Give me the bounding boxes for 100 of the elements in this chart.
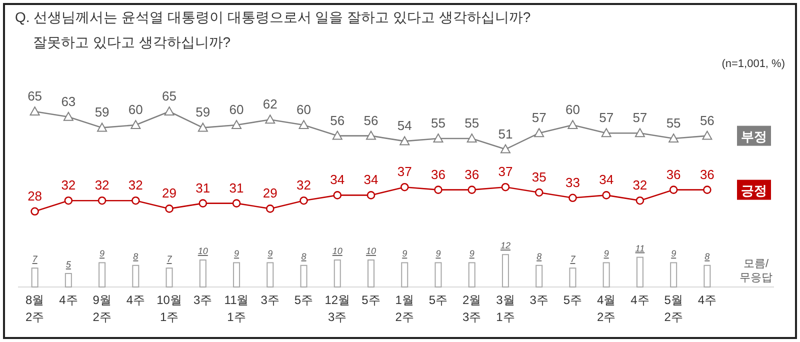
data-label: 9 xyxy=(402,248,408,259)
x-tick-label: 3주 xyxy=(194,293,212,307)
data-label: 57 xyxy=(532,110,546,126)
x-tick-label: 9월 2주 xyxy=(92,293,112,324)
point xyxy=(98,196,106,205)
x-tick-label: 3주 xyxy=(260,293,280,307)
bar xyxy=(368,260,374,288)
x-tick-label: 8월 2주 xyxy=(25,293,44,324)
text: 모름/ 무응답 xyxy=(740,258,772,284)
point xyxy=(703,186,712,194)
x-tick-label: 11월 1주 xyxy=(224,293,249,324)
bar xyxy=(670,262,678,288)
bar xyxy=(233,262,240,288)
data-label: 10 xyxy=(366,246,376,256)
data-label: 7 xyxy=(570,254,576,264)
point xyxy=(300,196,308,205)
text: (n=1,001, %) xyxy=(722,58,785,70)
point xyxy=(433,134,444,142)
x-tick-label: 4주 xyxy=(126,293,146,307)
point xyxy=(165,204,174,213)
data-label: 9 xyxy=(100,248,105,259)
chart-title: Q. 선생님께서는 윤석열 대통령이 대통령으로서 일을 잘하고 있다고 생각하십니까? 잘못하고 있다고 생각하십니까? xyxy=(15,9,531,50)
point xyxy=(636,196,644,205)
x-tick-label: 5주 xyxy=(294,293,314,307)
bar xyxy=(468,262,476,288)
point xyxy=(266,204,274,213)
data-label: 34 xyxy=(599,172,614,188)
x-tick-label: 5주 xyxy=(563,293,582,307)
data-label: 51 xyxy=(498,126,513,142)
data-label: 10 xyxy=(332,246,342,256)
text: 긍정 xyxy=(741,182,767,198)
point xyxy=(232,199,241,208)
point xyxy=(164,106,174,116)
point xyxy=(265,114,276,124)
point xyxy=(366,130,376,140)
x-tick-label: 4주 xyxy=(630,293,650,307)
x-tick-label: 4주 xyxy=(698,293,717,307)
point xyxy=(130,120,141,129)
x-tick-label: 2월 3주 xyxy=(462,293,482,324)
data-label: 55 xyxy=(431,116,446,130)
data-label: 65 xyxy=(162,88,177,104)
data-label: 36 xyxy=(666,166,681,182)
bar xyxy=(300,264,308,288)
data-label: 60 xyxy=(296,102,311,117)
point xyxy=(97,122,108,132)
point xyxy=(468,186,476,194)
data-label: 32 xyxy=(61,178,76,193)
x-tick-label: 3주 xyxy=(530,293,548,307)
data-label: 32 xyxy=(94,178,110,193)
bar xyxy=(64,273,72,288)
data-label: 9 xyxy=(268,248,273,259)
bar xyxy=(536,264,543,288)
point xyxy=(568,120,578,129)
data-label: 65 xyxy=(28,88,42,104)
x-tick-label: 5주 xyxy=(362,293,380,307)
point xyxy=(602,191,610,200)
point xyxy=(63,112,74,121)
point xyxy=(400,136,410,146)
bar xyxy=(98,262,106,288)
data-label: 8 xyxy=(301,251,306,262)
data-label: 8 xyxy=(133,251,138,262)
bar xyxy=(502,254,509,288)
data-label: 10 xyxy=(198,246,208,256)
bar xyxy=(704,264,711,288)
data-label: 28 xyxy=(28,188,42,204)
point xyxy=(366,191,376,200)
point xyxy=(198,199,208,208)
point xyxy=(668,134,679,142)
point xyxy=(30,106,40,116)
data-label: 62 xyxy=(262,96,278,112)
point xyxy=(434,186,442,194)
bar xyxy=(166,268,173,288)
bar xyxy=(334,260,341,288)
x-tick-label: 5주 xyxy=(428,293,448,307)
data-label: 9 xyxy=(436,248,441,259)
bar xyxy=(199,260,206,288)
data-label: 63 xyxy=(61,94,76,109)
point xyxy=(466,134,477,142)
data-label: 9 xyxy=(234,248,240,259)
x-tick-label: 3월 1주 xyxy=(496,293,515,324)
x-tick-label: 10월 1주 xyxy=(156,293,182,324)
point xyxy=(534,128,544,138)
data-label: 59 xyxy=(196,104,210,120)
data-label: 9 xyxy=(604,248,609,259)
data-label: 8 xyxy=(704,251,710,262)
data-label: 59 xyxy=(94,104,110,120)
x-tick-label: 12월 3주 xyxy=(324,293,350,324)
point xyxy=(332,130,342,140)
data-label: 12 xyxy=(500,240,510,251)
data-label: 37 xyxy=(498,164,513,180)
data-label: 57 xyxy=(632,110,648,126)
point xyxy=(132,196,140,205)
point xyxy=(400,182,409,192)
data-label: 36 xyxy=(431,166,446,182)
data-label: 36 xyxy=(464,166,480,182)
data-label: 33 xyxy=(565,174,580,190)
point xyxy=(669,186,678,194)
data-label: 29 xyxy=(162,186,177,201)
x-tick-label: 5월 2주 xyxy=(664,293,683,324)
data-label: 32 xyxy=(128,178,143,193)
